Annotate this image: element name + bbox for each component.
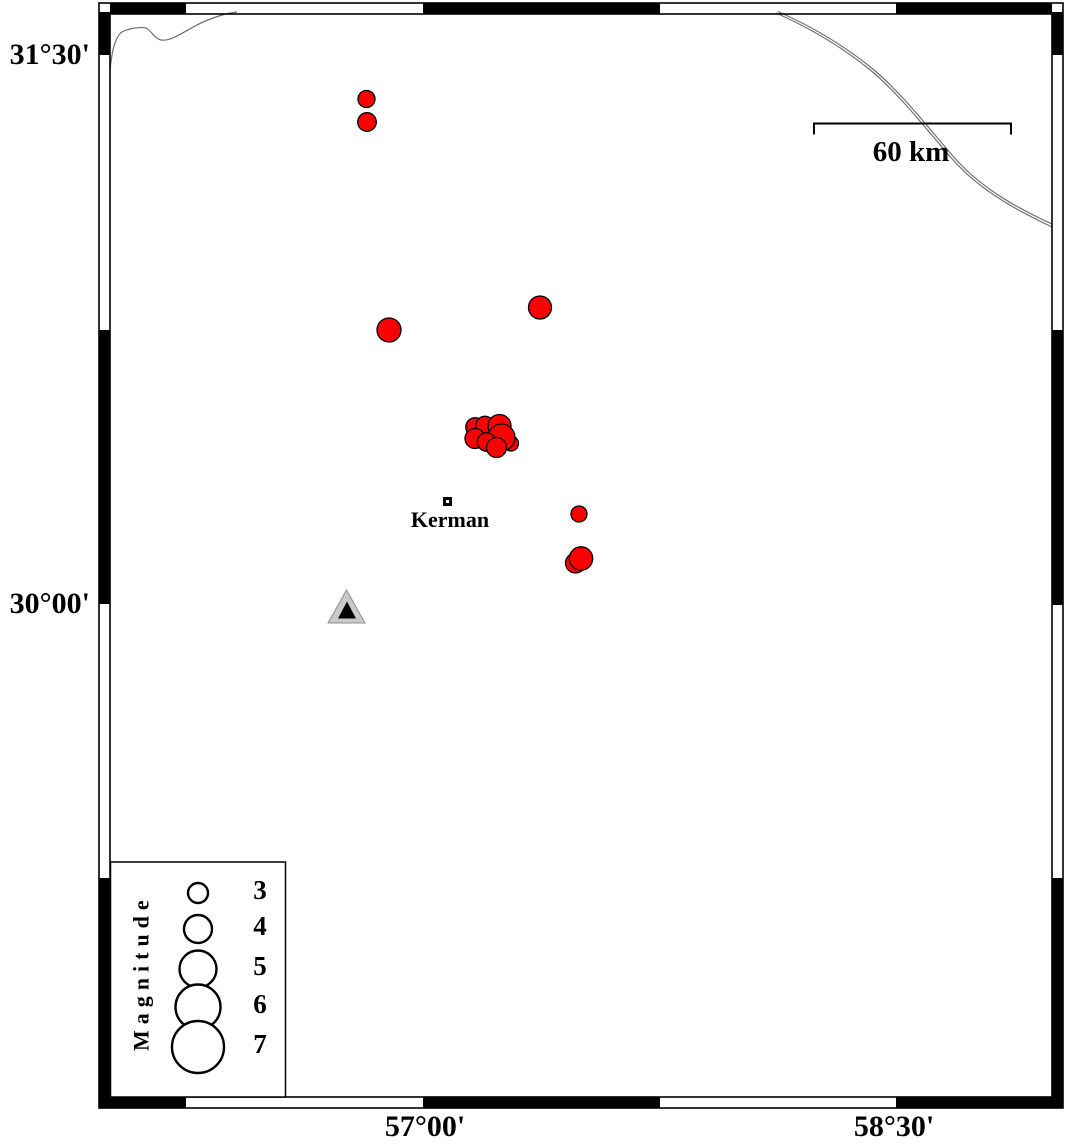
city-marker-hole [446, 500, 449, 503]
city-label-kerman: Kerman [410, 507, 490, 532]
river-line [777, 10, 1053, 225]
earthquake-marker [568, 546, 594, 571]
earthquake-marker [357, 89, 376, 109]
frame-tick-left [99, 12, 110, 55]
scale-bar-label: 60 km [872, 136, 950, 168]
legend-magnitude-circle [182, 913, 214, 945]
latitude-label-top: 31°30' [9, 38, 90, 71]
frame-tick-bottom [110, 1097, 186, 1108]
frame-tick-top [896, 3, 1052, 14]
station-triangle-inner [338, 601, 356, 619]
frame-tick-top [110, 3, 186, 14]
earthquake-marker [527, 295, 553, 320]
earthquake-marker [485, 436, 508, 459]
river-line [775, 12, 1053, 228]
earthquake-marker [357, 112, 377, 132]
longitude-label-left: 57°00' [384, 1110, 466, 1143]
earthquake-marker [376, 317, 402, 343]
longitude-label-right: 58°30' [853, 1110, 935, 1143]
frame-tick-right [1052, 12, 1063, 55]
legend-magnitude-4: 4 [253, 911, 267, 941]
frame-tick-right [1052, 878, 1063, 1108]
frame-tick-top [423, 3, 660, 14]
latitude-label-middle: 30°00' [9, 587, 90, 620]
legend-magnitude-3: 3 [253, 875, 267, 905]
legend-magnitude-5: 5 [253, 951, 267, 981]
frame-tick-bottom [896, 1097, 1052, 1108]
river-line [109, 11, 238, 71]
legend-magnitude-6: 6 [253, 989, 267, 1019]
frame-tick-right [1052, 330, 1063, 605]
legend-magnitude-circle [186, 881, 210, 905]
frame-tick-bottom [423, 1097, 660, 1108]
legend-title: Magnitude [128, 894, 154, 1051]
frame-tick-left [99, 330, 110, 604]
scale-bar [813, 122, 1012, 135]
legend-magnitude-circle [178, 949, 218, 989]
earthquake-marker [570, 505, 588, 523]
legend-magnitude-7: 7 [253, 1029, 267, 1059]
frame-tick-left [99, 878, 110, 1108]
legend-magnitude-circle [170, 1019, 226, 1075]
